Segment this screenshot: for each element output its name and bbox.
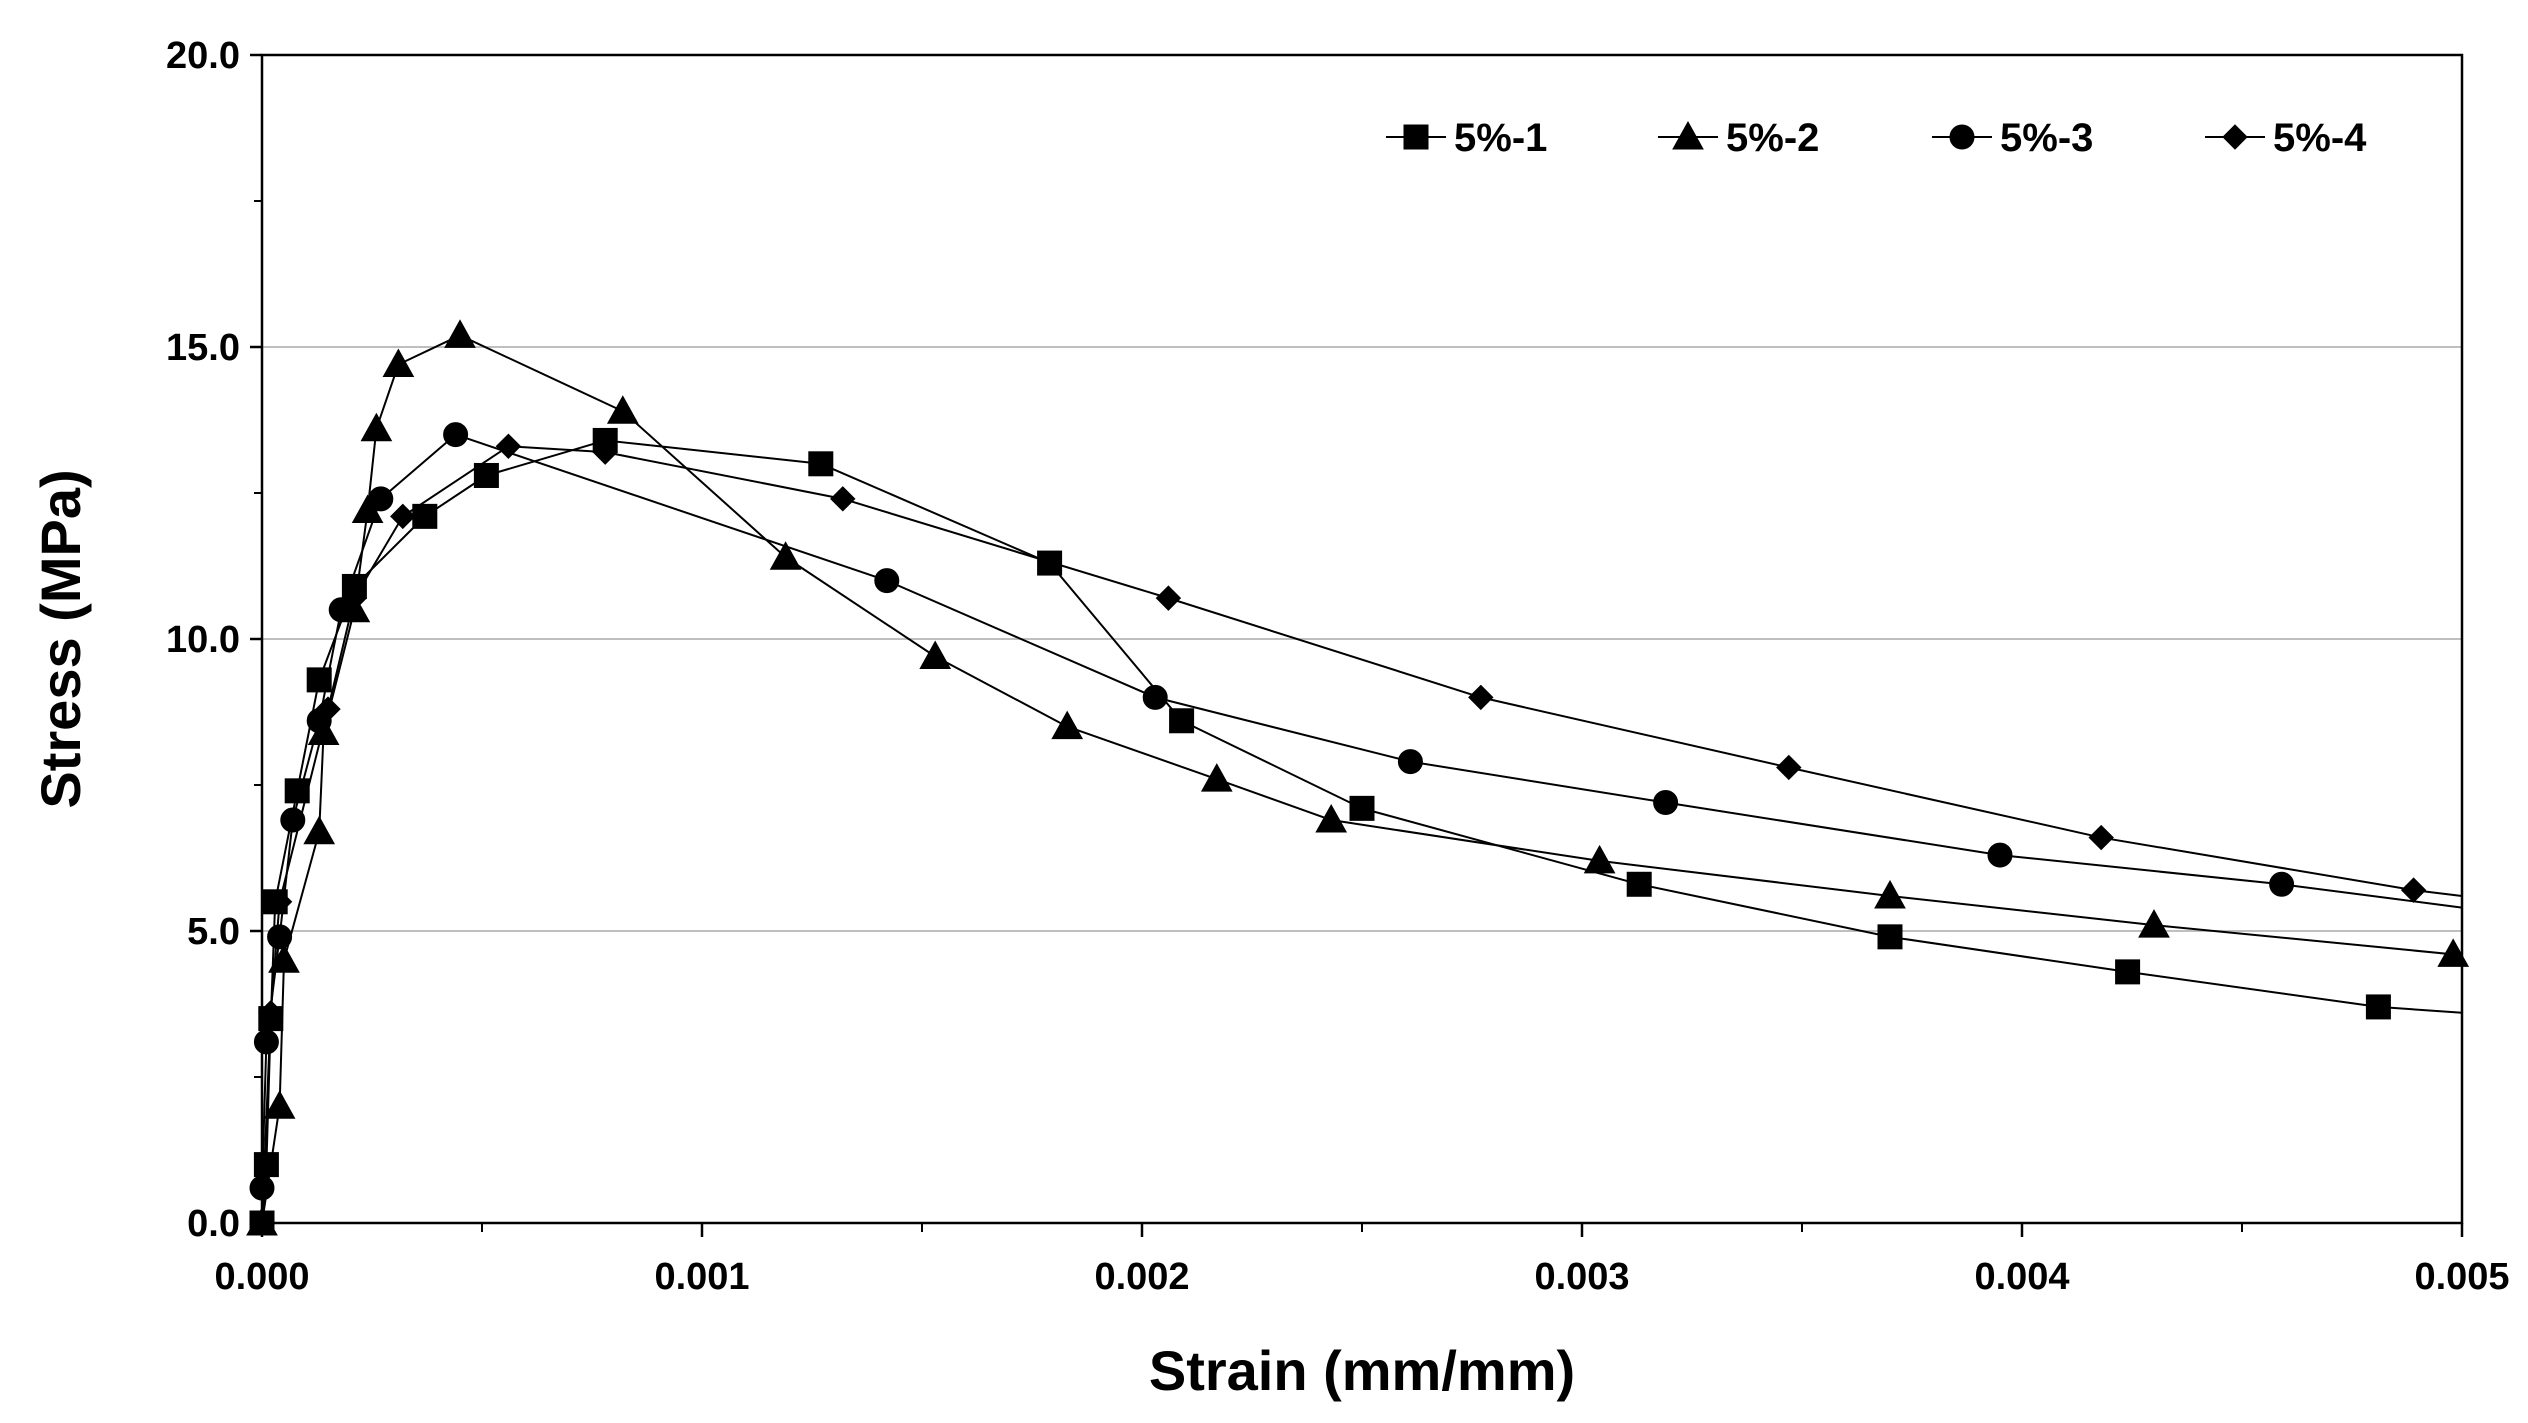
series-5pct-4-point: [830, 486, 856, 512]
series-5pct-2-point: [1315, 804, 1348, 833]
series-5pct-2: [246, 319, 2470, 1236]
series-5pct-2-point: [360, 412, 393, 442]
series-5pct-3-point: [1653, 790, 1679, 816]
series-5pct-2-point: [1583, 844, 1616, 874]
series-5pct-3-point: [1142, 684, 1168, 710]
legend-marker: [1403, 124, 1429, 150]
series-5pct-2-point: [263, 1090, 296, 1119]
legend-marker: [1949, 124, 1975, 150]
series-5pct-1-point: [1349, 795, 1375, 821]
series-5pct-2-point: [1051, 710, 1084, 740]
series-5pct-4-point: [1468, 684, 1494, 711]
y-tick-label: 10.0: [166, 619, 240, 661]
series-5pct-2-point: [2437, 938, 2470, 967]
series-5pct-3-point: [280, 807, 306, 833]
series-5pct-1-point: [473, 462, 499, 488]
series-5pct-1-point: [808, 451, 834, 477]
series-5pct-4: [249, 433, 2463, 1236]
x-tick-label: 0.000: [214, 1256, 309, 1298]
legend-marker: [1672, 120, 1704, 150]
series-5pct-3-line: [261, 433, 2463, 1223]
y-axis-title: Stress (MPa): [29, 469, 92, 808]
series-5pct-3-point: [368, 486, 394, 512]
legend-item-5pct-1: 5%-1: [1386, 116, 1547, 160]
series-5pct-3-point: [874, 568, 900, 594]
series-5pct-1-point: [1037, 550, 1063, 576]
series-5pct-2-point: [444, 319, 476, 348]
series-5pct-2-line: [261, 334, 2454, 1224]
series-5pct-2-point: [606, 395, 639, 424]
series-5pct-3-point: [443, 422, 469, 448]
series-5pct-4-point: [266, 889, 293, 915]
legend-label: 5%-4: [2273, 116, 2367, 160]
series-5pct-3-point: [267, 924, 293, 950]
series-5pct-2-point: [2138, 909, 2170, 938]
series-5pct-1: [249, 427, 2463, 1236]
series-5pct-4-point: [341, 585, 368, 611]
series-5pct-2-point: [919, 640, 952, 670]
series-5pct-3-point: [2269, 871, 2295, 897]
x-tick-label: 0.005: [2414, 1256, 2509, 1298]
series-5pct-3-point: [253, 1029, 279, 1055]
series-layer: [246, 319, 2470, 1236]
legend-label: 5%-2: [1726, 116, 1819, 160]
series-5pct-4-point: [1155, 585, 1182, 611]
series-5pct-2-point: [1874, 879, 1906, 909]
series-5pct-1-line: [261, 439, 2463, 1224]
series-5pct-4-point: [315, 696, 341, 722]
series-5pct-3: [249, 422, 2463, 1236]
legend-label: 5%-1: [1454, 116, 1547, 160]
series-5pct-4-point: [495, 433, 522, 459]
series-5pct-2-point: [382, 348, 415, 378]
x-axis-title: Strain (mm/mm): [1149, 1339, 1575, 1402]
gridlines: [262, 346, 2462, 932]
y-tick-label: 20.0: [166, 35, 240, 77]
series-5pct-2-point: [769, 541, 802, 570]
series-5pct-4-point: [2088, 824, 2114, 851]
x-tick-label: 0.003: [1534, 1256, 1629, 1298]
series-5pct-4-point: [390, 503, 416, 530]
series-5pct-4-point: [2400, 877, 2427, 903]
legend-item-5pct-3: 5%-3: [1932, 116, 2093, 160]
legend: 5%-1 5%-2 5%-3 5%-4: [1386, 116, 2367, 160]
series-5pct-1-point: [2115, 959, 2141, 985]
x-tick-label: 0.002: [1094, 1256, 1189, 1298]
x-tick-label: 0.004: [1974, 1256, 2069, 1298]
legend-item-5pct-4: 5%-4: [2205, 116, 2367, 160]
y-tick-label: 15.0: [166, 327, 240, 369]
series-5pct-1-point: [253, 1152, 279, 1178]
series-5pct-3-point: [1987, 842, 2013, 868]
axis-ticks: 0.0 5.0 10.0 15.0 20.0 0.000 0.001 0.002 0.003 0.…: [166, 35, 2510, 1298]
series-5pct-1-point: [2365, 994, 2391, 1020]
series-5pct-3-point: [249, 1175, 275, 1201]
series-5pct-4-point: [258, 1000, 284, 1026]
series-5pct-4-point: [592, 439, 618, 465]
series-5pct-1-point: [306, 667, 332, 693]
series-5pct-1-point: [1626, 871, 1652, 897]
legend-marker: [2222, 124, 2248, 150]
legend-item-5pct-2: 5%-2: [1658, 116, 1819, 160]
series-5pct-4-point: [1776, 754, 1802, 781]
series-5pct-4-line: [261, 445, 2463, 1224]
series-5pct-3-point: [328, 597, 354, 623]
series-5pct-2-point: [303, 815, 336, 845]
y-tick-label: 5.0: [187, 911, 240, 953]
series-5pct-1-point: [1169, 708, 1195, 734]
series-5pct-4-point: [249, 1210, 275, 1236]
series-5pct-1-point: [1877, 924, 1903, 950]
y-tick-label: 0.0: [187, 1203, 240, 1245]
x-tick-label: 0.001: [654, 1256, 749, 1298]
series-5pct-3-point: [1397, 749, 1423, 775]
series-5pct-2-point: [1200, 763, 1233, 792]
legend-label: 5%-3: [2000, 116, 2093, 160]
